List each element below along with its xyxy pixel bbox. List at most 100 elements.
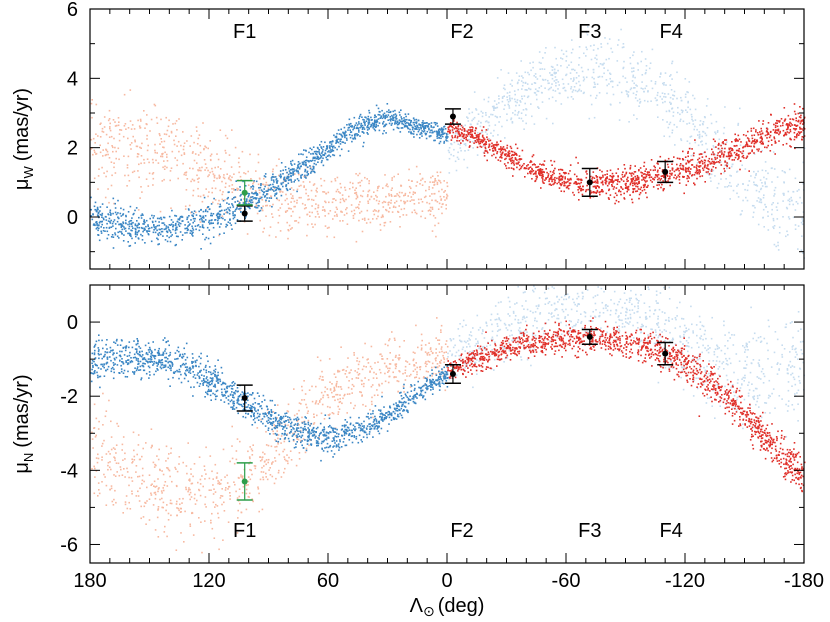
scatter-point bbox=[510, 118, 512, 121]
scatter-point bbox=[729, 174, 731, 177]
scatter-point bbox=[390, 195, 393, 197]
scatter-point bbox=[498, 95, 500, 97]
scatter-point bbox=[505, 157, 507, 160]
scatter-point bbox=[501, 157, 503, 159]
scatter-point bbox=[258, 201, 261, 203]
scatter-point bbox=[384, 221, 387, 224]
scatter-point bbox=[154, 220, 157, 223]
scatter-point bbox=[176, 226, 178, 229]
scatter-point bbox=[483, 138, 486, 141]
scatter-point bbox=[194, 217, 196, 220]
scatter-point bbox=[606, 184, 609, 187]
scatter-point bbox=[750, 145, 752, 148]
scatter-point bbox=[783, 134, 785, 137]
scatter-point bbox=[550, 159, 552, 162]
scatter-point bbox=[504, 154, 506, 157]
scatter-point bbox=[279, 207, 282, 209]
field-label-F2: F2 bbox=[450, 21, 473, 43]
scatter-point bbox=[200, 169, 202, 172]
scatter-point bbox=[802, 161, 805, 164]
scatter-point bbox=[794, 128, 796, 130]
scatter-point bbox=[218, 216, 220, 219]
scatter-point bbox=[693, 152, 695, 154]
scatter-point bbox=[473, 116, 476, 119]
scatter-point bbox=[340, 210, 342, 213]
scatter-point bbox=[255, 206, 257, 209]
scatter-point bbox=[408, 119, 410, 121]
scatter-point bbox=[679, 164, 681, 167]
scatter-point bbox=[292, 170, 294, 173]
scatter-point bbox=[136, 155, 139, 158]
scatter-point bbox=[447, 130, 450, 133]
scatter-point bbox=[267, 190, 269, 192]
scatter-point bbox=[523, 163, 525, 165]
scatter-point bbox=[120, 207, 122, 210]
scatter-point bbox=[397, 127, 400, 130]
scatter-point bbox=[702, 121, 705, 123]
scatter-point bbox=[667, 93, 670, 95]
scatter-point bbox=[563, 180, 565, 183]
scatter-point bbox=[441, 203, 444, 206]
scatter-point bbox=[333, 236, 336, 239]
scatter-point bbox=[201, 166, 203, 169]
scatter-point bbox=[717, 147, 720, 150]
scatter-point bbox=[252, 186, 255, 188]
scatter-point bbox=[636, 99, 639, 102]
scatter-point bbox=[687, 168, 690, 171]
scatter-point bbox=[336, 208, 338, 210]
scatter-point bbox=[318, 152, 321, 154]
scatter-point bbox=[368, 189, 371, 192]
scatter-point bbox=[153, 229, 155, 231]
scatter-point bbox=[120, 231, 123, 233]
scatter-point bbox=[168, 236, 170, 239]
scatter-point bbox=[683, 192, 685, 195]
scatter-point bbox=[409, 191, 411, 194]
scatter-point bbox=[199, 226, 201, 228]
scatter-point bbox=[555, 79, 557, 81]
scatter-point bbox=[743, 157, 745, 159]
scatter-point bbox=[361, 127, 364, 129]
scatter-point bbox=[798, 132, 801, 135]
scatter-point bbox=[134, 232, 137, 234]
scatter-point bbox=[792, 203, 794, 206]
scatter-point bbox=[481, 131, 484, 133]
scatter-point bbox=[629, 183, 632, 186]
scatter-point bbox=[643, 302, 646, 304]
scatter-point bbox=[677, 106, 679, 109]
scatter-point bbox=[116, 220, 119, 223]
scatter-point bbox=[766, 185, 768, 188]
scatter-point bbox=[663, 175, 665, 177]
scatter-point bbox=[581, 179, 583, 181]
scatter-point bbox=[659, 95, 662, 98]
scatter-point bbox=[498, 102, 500, 104]
scatter-point bbox=[527, 95, 530, 98]
scatter-point bbox=[305, 159, 308, 162]
scatter-point bbox=[702, 130, 704, 133]
scatter-point bbox=[535, 178, 538, 180]
scatter-point bbox=[514, 109, 517, 112]
scatter-point bbox=[714, 140, 716, 143]
scatter-point bbox=[324, 225, 327, 227]
scatter-point bbox=[129, 89, 132, 91]
scatter-point bbox=[272, 183, 274, 186]
scatter-point bbox=[779, 120, 781, 122]
scatter-point bbox=[382, 215, 384, 218]
scatter-point bbox=[420, 132, 423, 135]
scatter-point bbox=[478, 142, 480, 145]
scatter-point bbox=[217, 219, 219, 222]
scatter-point bbox=[120, 225, 123, 227]
scatter-point bbox=[687, 100, 689, 103]
scatter-point bbox=[796, 133, 799, 135]
scatter-point bbox=[300, 153, 302, 155]
scatter-point bbox=[554, 46, 556, 49]
scatter-point bbox=[117, 117, 120, 119]
scatter-point bbox=[786, 131, 789, 133]
scatter-point bbox=[742, 134, 745, 136]
scatter-point bbox=[103, 172, 105, 174]
scatter-point bbox=[517, 163, 519, 165]
scatter-point bbox=[768, 325, 770, 328]
scatter-point bbox=[221, 198, 224, 201]
scatter-point bbox=[650, 159, 653, 161]
scatter-point bbox=[318, 157, 321, 160]
scatter-point bbox=[112, 247, 115, 249]
